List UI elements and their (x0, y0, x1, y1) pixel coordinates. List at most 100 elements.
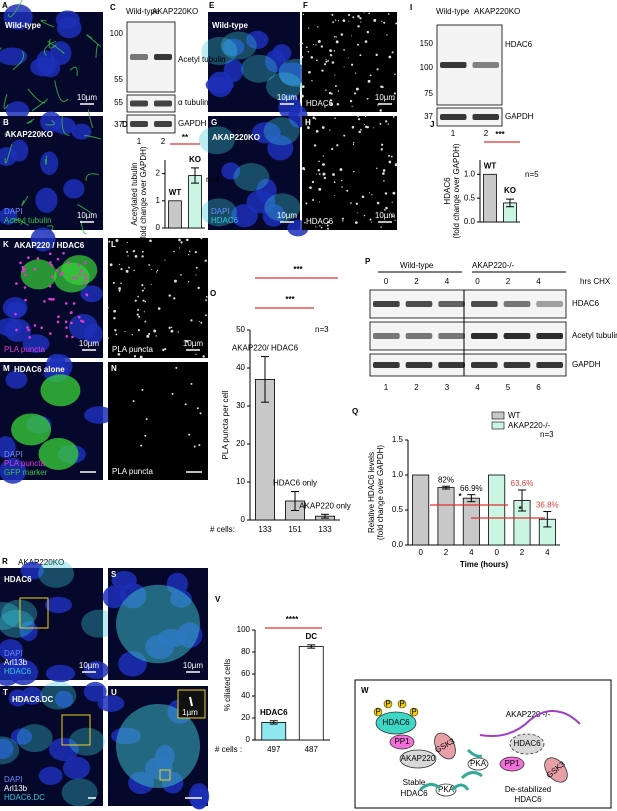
panel-letter: U (111, 688, 117, 697)
y-axis-label: (fold change over GAPDH) (139, 146, 148, 241)
label: HDAC6 (514, 795, 542, 804)
band (405, 362, 433, 368)
punctum (180, 241, 183, 244)
punctum (195, 353, 197, 355)
punctum (144, 300, 146, 303)
punctum (126, 241, 128, 244)
protein (389, 734, 415, 750)
pla-dot (33, 324, 37, 327)
punctum (371, 194, 373, 196)
label: 1 (384, 383, 389, 392)
punctum (137, 329, 140, 332)
punctum (332, 21, 335, 24)
scale-label: 10µm (77, 93, 98, 102)
scale-label: 10µm (79, 661, 100, 670)
protein (399, 749, 437, 769)
punctum (359, 17, 362, 20)
band (536, 333, 563, 339)
y-tick-label: 20 (241, 713, 250, 722)
punctum (141, 388, 144, 391)
label: PLA puncta (4, 459, 45, 468)
punctum (320, 226, 323, 229)
punctum (342, 220, 344, 222)
punctum (195, 266, 198, 269)
punctum (300, 55, 304, 59)
y-tick-label: 100 (237, 625, 251, 634)
label: 2 (414, 277, 419, 286)
punctum (350, 63, 354, 66)
pla-dot (71, 276, 75, 279)
punctum (368, 192, 371, 194)
band (472, 62, 499, 68)
punctum (327, 220, 330, 224)
punctum (113, 309, 116, 313)
nucleus (83, 681, 107, 702)
nucleus (10, 139, 29, 162)
punctum (340, 33, 344, 36)
pla-dot (48, 284, 52, 288)
punctum (333, 36, 336, 38)
label: HDAC6 (306, 217, 334, 226)
annotation: ** (182, 133, 189, 142)
band (438, 333, 465, 339)
pla-dot (50, 298, 53, 301)
label: DAPI (4, 775, 23, 784)
category-label: KO (189, 155, 201, 164)
punctum (311, 80, 313, 82)
punctum (134, 255, 138, 258)
punctum (318, 187, 322, 191)
punctum (387, 123, 389, 125)
nucleus (278, 62, 307, 86)
nucleus (272, 44, 292, 63)
label: HDAC6.DC (12, 695, 54, 704)
label: HDAC6 (572, 299, 600, 308)
nucleus (44, 596, 73, 614)
mw-marker: 55 (114, 75, 123, 84)
cytoplasm (241, 54, 278, 83)
punctum (309, 186, 312, 189)
punctum (351, 105, 353, 107)
nucleus (62, 756, 91, 780)
nucleus (52, 117, 76, 135)
punctum (385, 120, 388, 123)
nucleus (84, 406, 114, 424)
y-tick-label: 30 (236, 401, 245, 410)
punctum (360, 128, 362, 131)
punctum (305, 46, 308, 49)
pla-dot (57, 315, 60, 319)
band (440, 62, 467, 68)
punctum (336, 144, 339, 147)
y-tick-label: 20 (236, 439, 245, 448)
punctum (317, 39, 321, 43)
punctum (394, 163, 398, 167)
band (130, 121, 148, 127)
punctum (202, 355, 205, 358)
punctum (331, 147, 334, 151)
punctum (205, 299, 207, 302)
punctum (134, 299, 137, 302)
punctum (371, 221, 373, 223)
y-tick-label: 0 (156, 223, 161, 232)
nucleus (20, 561, 45, 580)
label: Acetyl tubulin (178, 55, 226, 64)
band (536, 362, 563, 368)
punctum (392, 191, 396, 195)
nucleus (56, 17, 82, 39)
nucleus (188, 783, 210, 809)
label: HDAC6 alone (14, 365, 65, 374)
punctum (384, 192, 388, 195)
scale-label: 10µm (183, 661, 204, 670)
panel-letter: I (410, 3, 412, 12)
punctum (319, 225, 321, 227)
nucleus (30, 227, 56, 252)
bar (437, 487, 455, 546)
punctum (324, 106, 326, 108)
punctum (322, 172, 326, 176)
y-tick-label: 0.0 (464, 217, 476, 226)
punctum (156, 269, 159, 272)
label: Arl13b (4, 784, 28, 793)
punctum (141, 255, 144, 258)
pla-dot (77, 315, 81, 319)
punctum (136, 313, 139, 316)
